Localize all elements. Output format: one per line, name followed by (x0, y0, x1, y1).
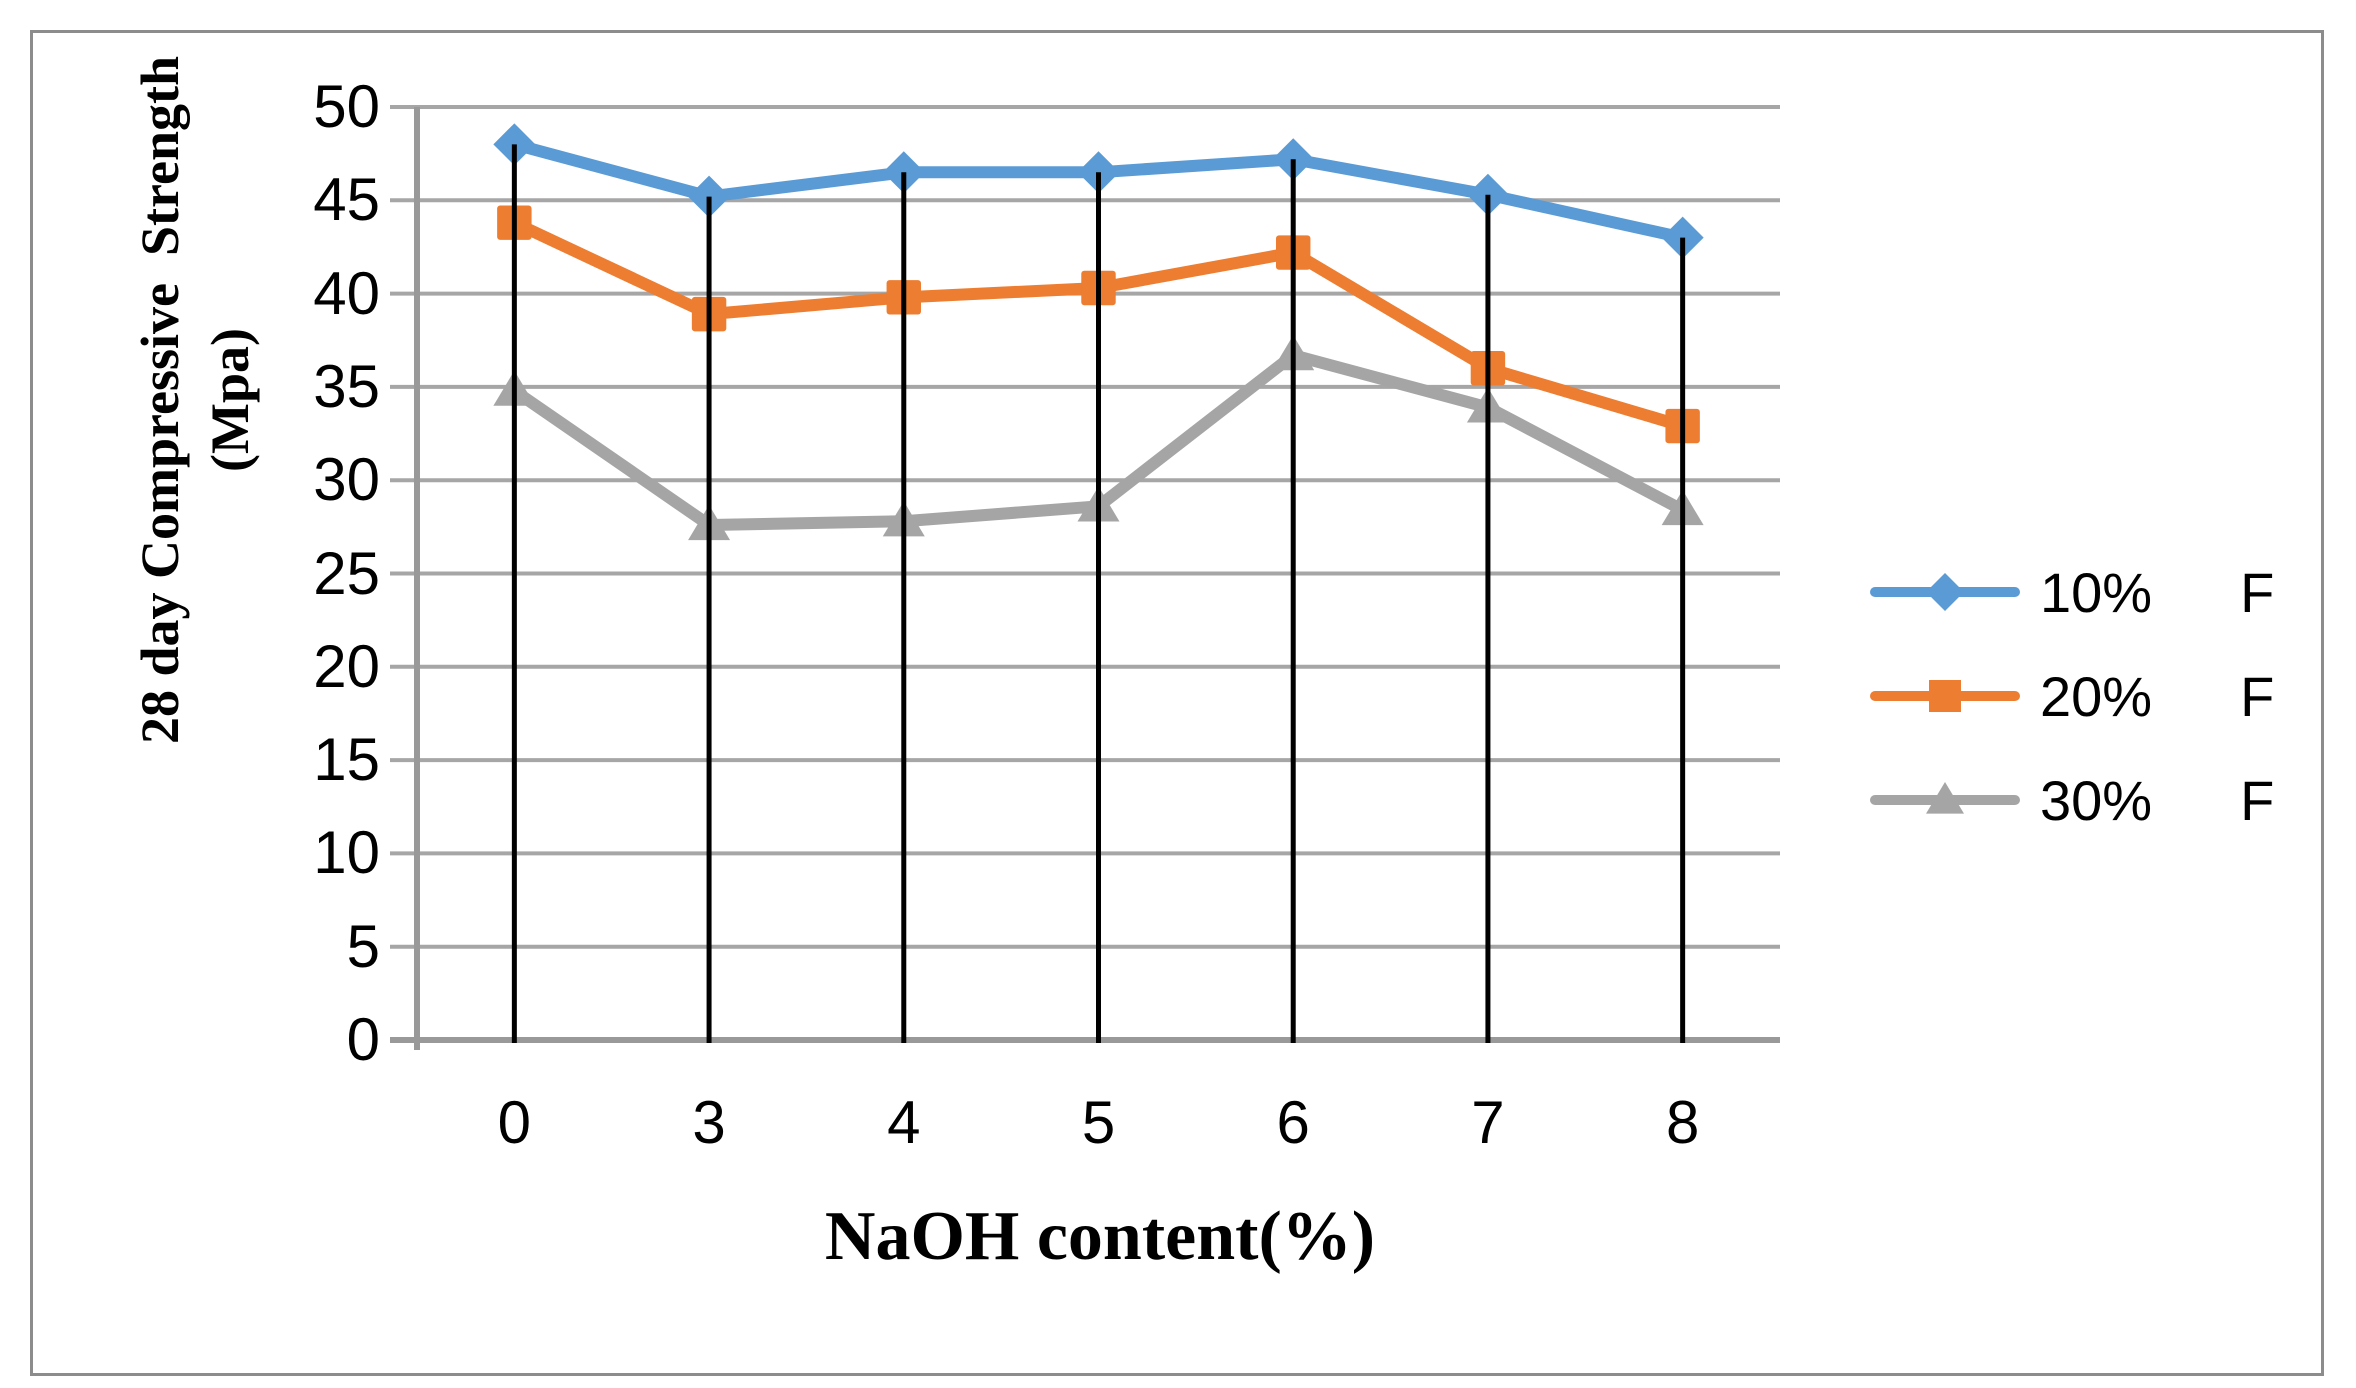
y-tick-label: 0 (346, 1006, 380, 1073)
y-tick-label: 35 (313, 352, 380, 420)
y-tick-label: 25 (313, 539, 380, 607)
x-tick-label: 4 (887, 1089, 921, 1156)
legend: 10% F 20% F 30% F (1870, 556, 2274, 836)
legend-item: 20% F (1870, 660, 2274, 732)
legend-label-suffix: F (2240, 664, 2275, 728)
x-tick-label: 6 (1276, 1089, 1310, 1156)
legend-label: 30% (2040, 768, 2153, 832)
y-tick-label: 10 (313, 819, 380, 887)
y-tick-label: 20 (313, 632, 380, 700)
x-tick-label: 8 (1665, 1089, 1700, 1156)
x-tick-label: 3 (692, 1089, 726, 1156)
y-tick-label: 40 (313, 259, 380, 327)
x-tick-label: 7 (1471, 1089, 1505, 1156)
y-tick-label: 45 (313, 166, 380, 234)
chart-border (30, 30, 2324, 1376)
y-tick-label: 30 (313, 446, 380, 514)
x-tick-label: 0 (497, 1089, 532, 1156)
y-axis-title-line1: 28 day Compressive Strength (129, 55, 190, 745)
square-legend-marker (1870, 680, 2020, 712)
legend-label: 10% (2040, 560, 2153, 624)
y-tick-label: 50 (313, 73, 380, 140)
x-axis-title: NaOH content(%) (824, 1198, 1376, 1275)
legend-label-suffix: F (2240, 768, 2275, 832)
legend-label-suffix: F (2240, 560, 2275, 624)
x-tick-label: 5 (1081, 1089, 1116, 1156)
legend-item: 30% F (1870, 764, 2274, 836)
legend-label: 20% (2040, 664, 2153, 728)
y-tick-label: 15 (313, 726, 380, 794)
diamond-legend-marker (1870, 573, 2020, 611)
legend-item: 10% F (1870, 556, 2274, 628)
y-tick-label: 5 (346, 912, 380, 980)
triangle-legend-marker (1870, 781, 2020, 814)
